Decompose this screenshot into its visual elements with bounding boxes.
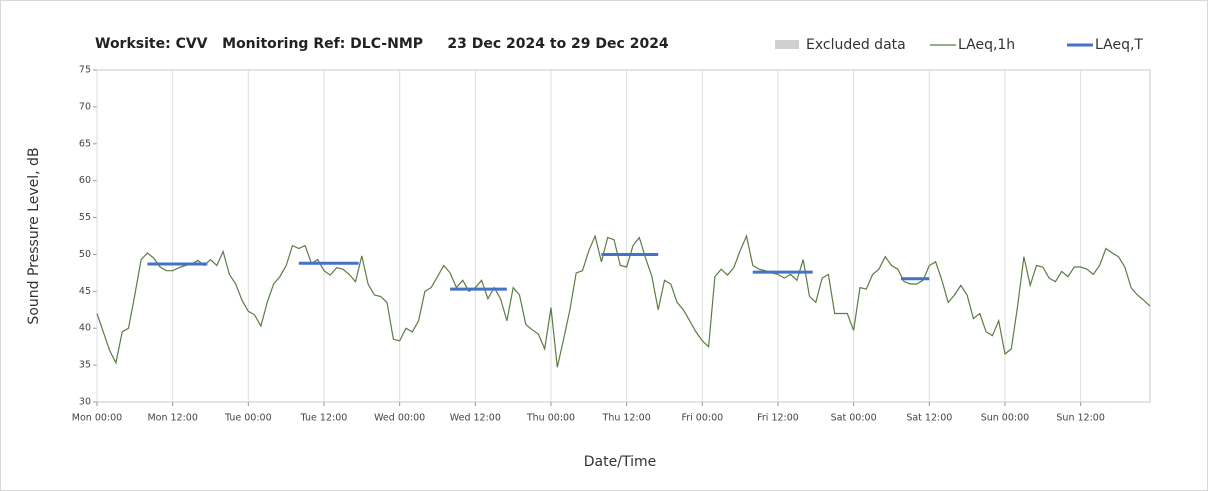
x-tick-label: Mon 12:00 [147, 413, 197, 424]
x-tick-label: Thu 00:00 [526, 413, 575, 424]
x-axis-label: Date/Time [584, 454, 656, 470]
x-tick-label: Sat 12:00 [906, 413, 952, 424]
x-tick-label: Sun 00:00 [981, 413, 1029, 424]
y-tick-label: 30 [79, 397, 91, 408]
y-tick-label: 75 [79, 65, 91, 76]
y-tick-label: 40 [79, 323, 91, 334]
y-tick-label: 60 [79, 175, 91, 186]
x-tick-label: Tue 00:00 [224, 413, 272, 424]
legend-label: LAeq,1h [958, 37, 1015, 53]
legend-label: Excluded data [806, 37, 906, 53]
y-tick-label: 35 [79, 360, 91, 371]
y-tick-label: 45 [79, 286, 91, 297]
x-tick-label: Wed 12:00 [450, 413, 501, 424]
y-axis-label: Sound Pressure Level, dB [26, 147, 42, 324]
x-tick-label: Fri 00:00 [681, 413, 723, 424]
x-tick-label: Wed 00:00 [374, 413, 425, 424]
y-tick-label: 55 [79, 212, 91, 223]
y-tick-label: 70 [79, 101, 91, 112]
y-tick-label: 65 [79, 138, 91, 149]
x-tick-label: Fri 12:00 [757, 413, 799, 424]
chart-title: Worksite: CVV Monitoring Ref: DLC-NMP 23… [95, 36, 669, 52]
x-tick-label: Mon 00:00 [72, 413, 122, 424]
legend-label: LAeq,T [1095, 37, 1143, 53]
legend-swatch [775, 40, 799, 49]
x-tick-label: Thu 12:00 [602, 413, 651, 424]
x-tick-label: Sat 00:00 [831, 413, 877, 424]
line-series [96, 234, 1151, 368]
x-tick-label: Tue 12:00 [300, 413, 348, 424]
y-tick-label: 50 [79, 249, 91, 260]
x-tick-label: Sun 12:00 [1056, 413, 1104, 424]
